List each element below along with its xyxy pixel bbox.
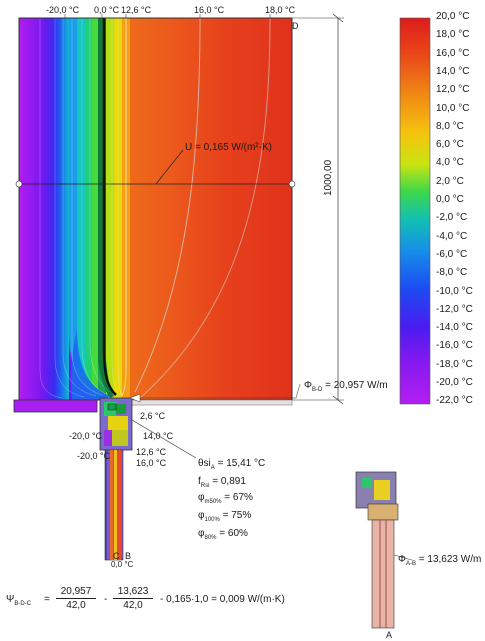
- color-scale-label: -18,0 °C: [436, 358, 473, 370]
- fraction-2-denominator: 42,0: [123, 600, 143, 611]
- phi-m50-result: φm50% = 67%: [198, 492, 253, 505]
- f-rsi-result: fRsi = 0,891: [198, 476, 246, 489]
- window-frame-section: [99, 397, 133, 561]
- section-temp-label: -20,0 °C: [77, 451, 111, 461]
- color-scale-label: -6,0 °C: [436, 248, 468, 260]
- corner-label-a: A: [386, 630, 393, 640]
- fraction-1-denominator: 42,0: [66, 600, 86, 611]
- dimension-label: 1000,00: [323, 159, 334, 196]
- formula-tail: - 0,165·1,0 = 0,009 W/(m·K): [160, 594, 285, 605]
- color-scale-label: -2,0 °C: [436, 212, 468, 224]
- color-scale-label: -10,0 °C: [436, 285, 473, 297]
- formula-fraction-1: 20,957 42,0: [56, 586, 96, 611]
- fraction-2-numerator: 13,623: [113, 586, 153, 599]
- corner-label-c: C: [113, 551, 120, 561]
- top-temp-label: 0,0 °C: [94, 5, 120, 15]
- color-scale-label: 12,0 °C: [436, 84, 470, 96]
- warm-zone: [130, 18, 292, 400]
- color-scale-label: -16,0 °C: [436, 340, 473, 352]
- formula-equals: =: [44, 594, 50, 605]
- color-scale-label: -12,0 °C: [436, 303, 473, 315]
- corner-label-b: B: [125, 551, 132, 561]
- top-temp-label: 12,6 °C: [121, 5, 152, 15]
- color-scale-label: 4,0 °C: [436, 157, 464, 169]
- top-temp-label: -20,0 °C: [46, 5, 80, 15]
- color-scale-label: -4,0 °C: [436, 230, 468, 242]
- reference-detail: [355, 471, 413, 629]
- color-scale-label: -20,0 °C: [436, 377, 473, 388]
- color-scale-label: 6,0 °C: [436, 139, 464, 151]
- color-scale-label: 18,0 °C: [436, 29, 470, 41]
- color-scale-label: -8,0 °C: [436, 267, 468, 279]
- color-scale-label: 2,0 °C: [436, 175, 464, 187]
- formula-minus: -: [104, 594, 108, 605]
- color-scale-label: 20,0 °C: [436, 11, 470, 22]
- phi-80-result: φ80% = 60%: [198, 528, 248, 541]
- color-scale-bar: [399, 17, 431, 405]
- formula-fraction-2: 13,623 42,0: [113, 586, 153, 611]
- color-scale-label: -22,0 °C: [436, 395, 473, 407]
- corner-label-d: D: [292, 21, 299, 31]
- flux-ref-label: ΦA-B = 13,623 W/m: [398, 554, 482, 567]
- flux-main-label: ΦB-D = 20,957 W/m: [304, 380, 388, 393]
- color-scale-label: 16,0 °C: [436, 47, 470, 59]
- theta-si-result: θsiA = 15,41 °C: [198, 458, 266, 471]
- color-scale-label: 14,0 °C: [436, 65, 470, 77]
- u-value-label: U = 0,165 W/(m²·K): [185, 142, 272, 153]
- top-temp-label: 16,0 °C: [194, 5, 225, 15]
- color-scale-label: -14,0 °C: [436, 322, 473, 334]
- section-temp-label: 14,0 °C: [143, 431, 174, 441]
- cold-zone: [19, 18, 69, 400]
- color-scale-label: 0,0 °C: [436, 194, 464, 205]
- section-temp-label: 16,0 °C: [136, 458, 167, 468]
- color-scale-label: 8,0 °C: [436, 120, 464, 132]
- color-scale-label: 10,0 °C: [436, 102, 470, 114]
- section-temp-label: 12,6 °C: [136, 447, 167, 457]
- top-temp-label: 18,0 °C: [265, 5, 296, 15]
- section-temp-label: -20,0 °C: [69, 431, 103, 441]
- fraction-1-numerator: 20,957: [56, 586, 96, 599]
- section-temp-label: 2,6 °C: [140, 411, 166, 421]
- psi-symbol: ΨB-D-C: [6, 594, 32, 607]
- glazing-temp-label: 0,0 °C: [111, 560, 134, 569]
- phi-100-result: φ100% = 75%: [198, 510, 252, 523]
